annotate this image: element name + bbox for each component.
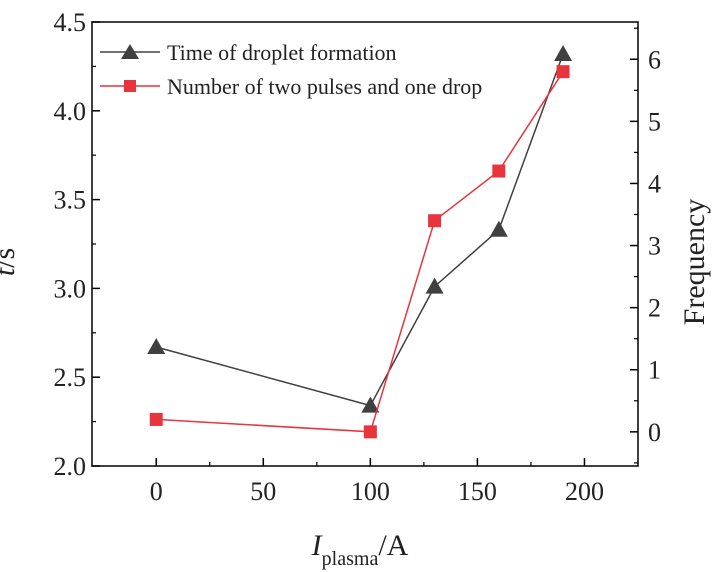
y-right-tick-label: 3 (648, 232, 661, 261)
x-tick-label: 100 (351, 477, 390, 506)
y-left-tick-label: 3.5 (54, 186, 87, 215)
y-right-tick-label: 0 (648, 418, 661, 447)
series-2-point-square (556, 65, 570, 79)
series-1-point-triangle (147, 338, 166, 355)
legend-marker-square (124, 80, 136, 92)
y-left-tick-label: 2.5 (54, 363, 87, 392)
y-right-tick-label: 2 (648, 294, 661, 323)
series-1-point-triangle (554, 44, 573, 61)
plot-frame (91, 21, 639, 467)
y-left-tick-label: 3.0 (54, 274, 87, 303)
x-tick-label: 150 (458, 477, 497, 506)
y-right-tick-label: 6 (648, 45, 661, 74)
series-1-point-triangle (489, 220, 508, 237)
series-2-point-square (363, 425, 377, 439)
series-layer (147, 44, 573, 439)
series-2-point-square (149, 412, 163, 426)
legend: Time of droplet formation Number of two … (100, 40, 482, 99)
series-1-point-triangle (425, 277, 444, 294)
y-left-tick-label: 4.0 (54, 97, 87, 126)
series-line-2 (156, 71, 564, 433)
legend-label-2: Number of two pulses and one drop (167, 74, 482, 99)
legend-label-1: Time of droplet formation (167, 40, 397, 65)
y-right-tick-label: 4 (648, 169, 661, 198)
y-right-tick-label: 1 (648, 356, 661, 385)
x-tick-label: 200 (565, 477, 604, 506)
series-1-point-triangle (361, 396, 380, 413)
x-tick-label: 50 (250, 477, 276, 506)
y-left-tick-label: 2.0 (54, 452, 87, 481)
x-axis-title: Iplasma/A (311, 529, 409, 570)
series-2-point-square (428, 214, 442, 228)
y-axis-left-title: t/s (0, 248, 21, 276)
y-axis-right-title: Frequency (678, 199, 711, 326)
x-tick-label: 0 (150, 477, 163, 506)
y-left-tick-label: 4.5 (54, 8, 87, 37)
series-2-point-square (492, 164, 506, 178)
y-right-tick-label: 5 (648, 107, 661, 136)
legend-marker-triangle (121, 44, 139, 59)
